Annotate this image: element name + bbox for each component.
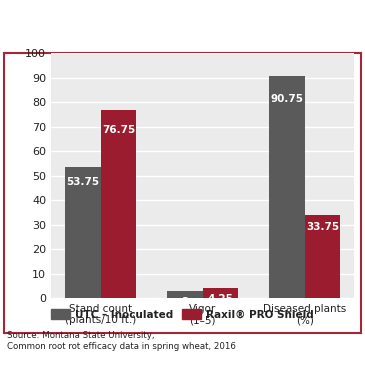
Text: 33.75: 33.75 [306, 222, 339, 232]
Bar [167, 291, 203, 298]
Bar [203, 288, 238, 298]
Legend: UTC – Inoculated, Raxil® PRO Shield: UTC – Inoculated, Raxil® PRO Shield [47, 305, 318, 324]
Text: 4.25: 4.25 [207, 294, 233, 304]
Text: 53.75: 53.75 [66, 177, 99, 187]
Text: 90.75: 90.75 [270, 94, 303, 104]
Bar [101, 110, 136, 298]
Bar [304, 216, 340, 298]
Bar [269, 76, 304, 298]
Text: Source: Montana State University,
Common root rot efficacy data in spring wheat,: Source: Montana State University, Common… [7, 331, 236, 351]
Bar [65, 167, 101, 298]
Text: 76.75: 76.75 [102, 125, 135, 135]
Text: 3: 3 [181, 297, 188, 307]
Text: BETTER OVERALL PERFORMANCE: BETTER OVERALL PERFORMANCE [59, 20, 306, 33]
